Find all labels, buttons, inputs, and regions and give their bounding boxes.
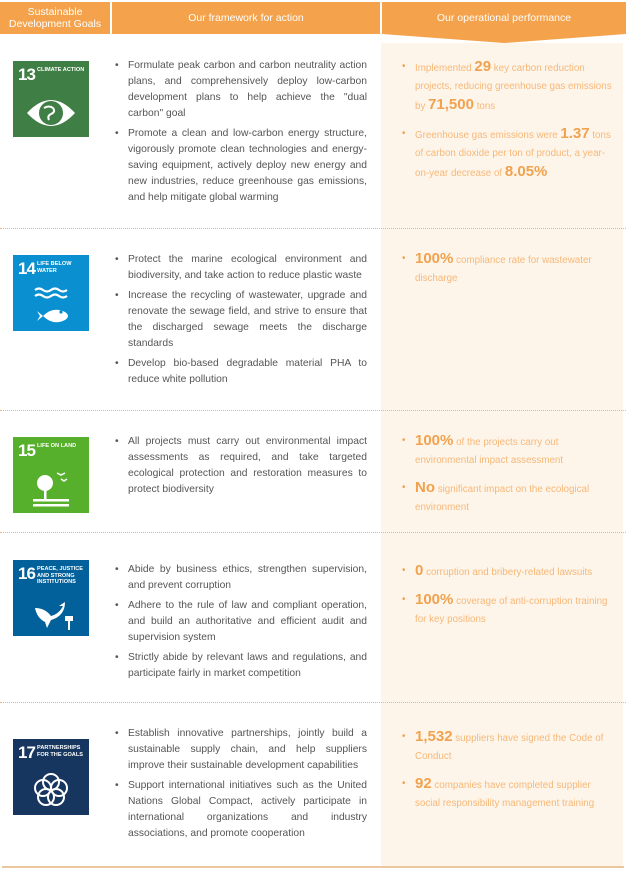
performance-text: Implemented: [415, 63, 475, 74]
sdg-label: Peace, Justice and Strong Institutions: [37, 566, 84, 585]
sdg-label: Life On Land: [37, 443, 77, 449]
performance-item: 100% compliance rate for wastewater disc…: [402, 250, 617, 288]
sdg-13-badge: 13 Climate Action: [13, 61, 89, 137]
performance-item: 0 corruption and bribery-related lawsuit…: [402, 562, 617, 582]
framework-list: Establish innovative partnerships, joint…: [115, 726, 367, 846]
row-divider: [0, 228, 626, 229]
row-divider: [0, 410, 626, 411]
framework-item: Adhere to the rule of law and compliant …: [115, 598, 367, 646]
highlight-number: 0: [415, 562, 424, 579]
performance-text: coverage of anti-corruption training for…: [415, 596, 608, 625]
framework-item: All projects must carry out environmenta…: [115, 434, 367, 498]
highlight-number: 92: [415, 775, 432, 792]
highlight-number: 29: [474, 58, 492, 75]
performance-text: key carbon reduction projects, reducing …: [415, 63, 612, 112]
sdg-number: 16: [18, 564, 36, 583]
header-framework: Our framework for action: [112, 2, 380, 34]
sdg-number: 15: [18, 441, 36, 460]
performance-list: Implemented 29 key carbon reduction proj…: [402, 58, 617, 192]
sdg-label: Partnerships for the Goals: [37, 745, 83, 758]
performance-item: 100% of the projects carry out environme…: [402, 432, 617, 470]
framework-item: Formulate peak carbon and carbon neutral…: [115, 58, 367, 122]
rings-flower-icon: [34, 773, 68, 806]
performance-text: tons: [473, 101, 496, 112]
sdg-14-badge: 14 Life Below Water: [13, 255, 89, 331]
performance-list: 1,532 suppliers have signed the Code of …: [402, 728, 617, 822]
performance-text: compliance rate for wastewater discharge: [415, 255, 592, 284]
performance-item: 100% coverage of anti-corruption trainin…: [402, 591, 617, 629]
framework-list: Protect the marine ecological environmen…: [115, 252, 367, 392]
sdg-15-badge: 15 Life On Land: [13, 437, 89, 513]
performance-text: of the projects carry out environmental …: [415, 437, 564, 466]
highlight-number: No: [415, 479, 435, 496]
performance-text: companies have completed supplier social…: [415, 780, 595, 809]
highlight-number: 1.37: [560, 125, 590, 142]
eye-globe-icon: [27, 100, 75, 126]
sdg-number: 14: [18, 259, 36, 278]
framework-item: Abide by business ethics, strengthen sup…: [115, 562, 367, 594]
sdg-label: Life Below Water: [37, 261, 72, 274]
framework-item: Protect the marine ecological environmen…: [115, 252, 367, 284]
highlight-number: 1,532: [415, 728, 453, 745]
sdg-17-badge: 17 Partnerships for the Goals: [13, 739, 89, 815]
sdg-number: 13: [18, 65, 36, 84]
framework-item: Increase the recycling of wastewater, up…: [115, 288, 367, 352]
performance-text: suppliers have signed the Code of Conduc…: [415, 733, 604, 762]
framework-item: Support international initiatives such a…: [115, 778, 367, 842]
performance-text: tons of carbon dioxide per ton of produc…: [415, 130, 611, 179]
performance-text: significant impact on the ecological env…: [415, 484, 590, 513]
header-performance: Our operational performance: [382, 2, 626, 34]
sdg-number: 17: [18, 743, 36, 762]
highlight-number: 100%: [415, 432, 454, 449]
performance-item: 92 companies have completed supplier soc…: [402, 775, 617, 813]
performance-list: 100% of the projects carry out environme…: [402, 432, 617, 526]
highlight-number: 100%: [415, 250, 454, 267]
sdg-16-badge: 16 Peace, Justice and Strong Institution…: [13, 560, 89, 636]
framework-item: Develop bio-based degradable material PH…: [115, 356, 367, 388]
framework-list: Formulate peak carbon and carbon neutral…: [115, 58, 367, 210]
framework-item: Strictly abide by relevant laws and regu…: [115, 650, 367, 682]
table-bottom-border: [2, 866, 624, 868]
performance-text: corruption and bribery-related lawsuits: [423, 567, 593, 578]
header-sdg: Sustainable Development Goals: [0, 2, 110, 34]
performance-item: Greenhouse gas emissions were 1.37 tons …: [402, 125, 617, 183]
fish-waves-icon: [34, 287, 68, 323]
framework-item: Establish innovative partnerships, joint…: [115, 726, 367, 774]
dove-gavel-icon: [35, 602, 73, 630]
performance-item: No significant impact on the ecological …: [402, 479, 617, 517]
highlight-number: 71,500: [428, 96, 474, 113]
framework-list: Abide by business ethics, strengthen sup…: [115, 562, 367, 686]
highlight-number: 100%: [415, 591, 454, 608]
framework-list: All projects must carry out environmenta…: [115, 434, 367, 502]
performance-item: Implemented 29 key carbon reduction proj…: [402, 58, 617, 116]
highlight-number: 8.05%: [504, 163, 548, 180]
performance-text: Greenhouse gas emissions were: [415, 130, 561, 141]
row-divider: [0, 532, 626, 533]
performance-item: 1,532 suppliers have signed the Code of …: [402, 728, 617, 766]
performance-list: 0 corruption and bribery-related lawsuit…: [402, 562, 617, 638]
sdg-label: Climate Action: [37, 67, 85, 73]
framework-item: Promote a clean and low-carbon energy st…: [115, 126, 367, 206]
performance-list: 100% compliance rate for wastewater disc…: [402, 250, 617, 297]
tree-birds-icon: [33, 472, 69, 507]
header-chevron: [382, 34, 626, 43]
row-divider: [0, 702, 626, 703]
